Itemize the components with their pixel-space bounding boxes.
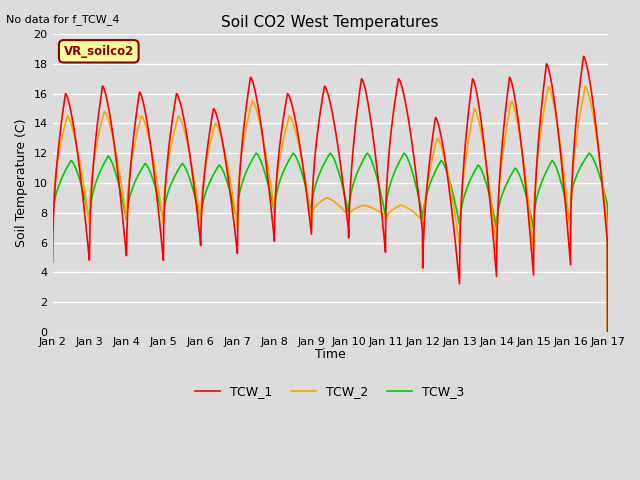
TCW_1 xyxy=(262,155,269,160)
TCW_2 xyxy=(582,83,589,89)
TCW_1 xyxy=(49,259,56,265)
TCW_1 xyxy=(533,160,541,166)
Line: TCW_1: TCW_1 xyxy=(52,56,607,332)
TCW_3 xyxy=(262,171,269,177)
TCW_3 xyxy=(49,217,56,223)
TCW_2 xyxy=(604,329,611,335)
Legend: TCW_1, TCW_2, TCW_3: TCW_1, TCW_2, TCW_3 xyxy=(191,380,470,403)
TCW_3 xyxy=(604,329,611,335)
TCW_2 xyxy=(285,113,293,119)
Title: Soil CO2 West Temperatures: Soil CO2 West Temperatures xyxy=(221,15,439,30)
TCW_1 xyxy=(580,53,588,59)
TCW_2 xyxy=(262,148,269,154)
X-axis label: Time: Time xyxy=(315,348,346,361)
TCW_3 xyxy=(112,171,120,177)
TCW_3 xyxy=(533,195,541,201)
TCW_1 xyxy=(604,329,611,335)
TCW_2 xyxy=(145,134,152,140)
TCW_2 xyxy=(112,149,120,155)
TCW_2 xyxy=(533,162,541,168)
TCW_1 xyxy=(145,130,152,136)
Y-axis label: Soil Temperature (C): Soil Temperature (C) xyxy=(15,119,28,247)
Line: TCW_3: TCW_3 xyxy=(52,153,607,332)
TCW_3 xyxy=(285,156,293,162)
TCW_3 xyxy=(593,165,601,170)
TCW_3 xyxy=(585,150,593,156)
TCW_2 xyxy=(593,136,601,142)
TCW_3 xyxy=(145,166,152,171)
TCW_1 xyxy=(285,94,293,100)
TCW_1 xyxy=(593,131,601,136)
TCW_2 xyxy=(49,222,56,228)
Line: TCW_2: TCW_2 xyxy=(52,86,607,332)
TCW_1 xyxy=(112,154,120,160)
Text: VR_soilco2: VR_soilco2 xyxy=(63,45,134,58)
Text: No data for f_TCW_4: No data for f_TCW_4 xyxy=(6,14,120,25)
